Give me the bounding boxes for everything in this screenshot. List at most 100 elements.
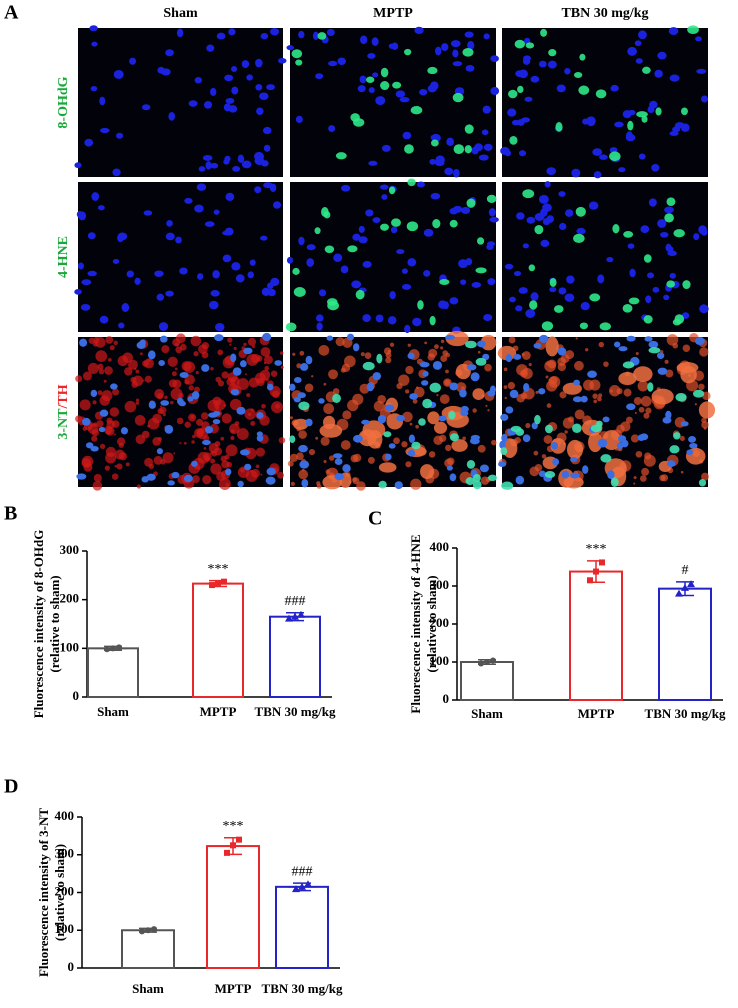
nucleus (121, 303, 130, 312)
micrograph (74, 182, 283, 332)
fiber (171, 371, 177, 377)
nucleus (465, 257, 473, 266)
nucleus (89, 25, 98, 32)
stain (674, 314, 685, 324)
nucleus (366, 382, 374, 392)
nucleus (649, 100, 658, 109)
fiber (143, 358, 154, 369)
fiber (188, 385, 194, 391)
row-label-part: 3-NT (56, 408, 71, 440)
nucleus (524, 96, 533, 102)
nucleus (435, 46, 442, 56)
nucleus (202, 155, 213, 161)
stain (573, 233, 585, 243)
fiber (225, 482, 230, 487)
nucleus (160, 400, 170, 406)
fiber (184, 379, 190, 385)
stain (432, 218, 441, 229)
nucleus (260, 32, 269, 40)
fiber (444, 458, 454, 468)
fiber (289, 453, 298, 462)
nucleus (262, 126, 272, 135)
nucleus (381, 194, 388, 200)
fiber (207, 399, 220, 412)
fiber (247, 337, 257, 346)
fiber (640, 475, 647, 482)
fiber (255, 464, 260, 469)
fiber (583, 379, 595, 391)
nucleus (91, 41, 98, 47)
fiber (442, 350, 448, 356)
nucleus (657, 367, 668, 375)
nucleus (213, 209, 220, 215)
stain (628, 297, 640, 305)
cell-body (698, 401, 716, 419)
nucleus (526, 216, 536, 224)
nucleus (158, 322, 169, 331)
nucleus (184, 197, 193, 204)
nucleus (446, 137, 455, 147)
fiber (367, 456, 375, 464)
nucleus (372, 372, 382, 381)
fiber (263, 355, 273, 365)
nucleus (430, 81, 439, 91)
fiber (117, 355, 129, 367)
stain (406, 221, 419, 232)
column-header: TBN 30 mg/kg (561, 6, 648, 21)
fiber (491, 439, 497, 446)
nucleus (171, 471, 180, 479)
bar (658, 587, 712, 701)
fiber (323, 459, 327, 464)
nucleus (490, 55, 499, 62)
nucleus (525, 309, 536, 318)
cell-body (566, 439, 584, 460)
fiber (153, 455, 163, 465)
nucleus (231, 262, 241, 271)
stain (664, 213, 674, 223)
nucleus (542, 217, 551, 226)
fiber (221, 460, 230, 469)
nucleus (686, 449, 694, 455)
fiber (630, 434, 640, 443)
nucleus (388, 443, 396, 449)
fiber (598, 341, 605, 348)
nucleus (498, 461, 507, 468)
y-tick-label: 200 (55, 883, 75, 898)
y-tick-label: 0 (443, 691, 450, 706)
nucleus (244, 463, 252, 471)
nucleus (419, 88, 428, 96)
nucleus (404, 324, 411, 334)
nucleus (501, 433, 508, 443)
nucleus (239, 360, 247, 368)
nucleus (306, 258, 315, 267)
stain (448, 410, 456, 420)
nucleus (90, 85, 98, 92)
data-point (599, 559, 605, 566)
nucleus (305, 418, 313, 427)
fiber (445, 369, 449, 374)
nucleus (136, 341, 146, 349)
nucleus (394, 481, 403, 490)
nucleus (328, 60, 338, 67)
nucleus (235, 274, 245, 283)
nucleus (593, 171, 602, 179)
nucleus (164, 424, 174, 434)
fiber (529, 466, 540, 477)
fiber (521, 368, 533, 380)
nucleus (414, 26, 424, 35)
y-tick-label: 200 (430, 615, 450, 630)
fiber (217, 349, 224, 356)
fiber (192, 475, 200, 484)
stain (465, 477, 475, 486)
micrograph-bg (78, 28, 283, 177)
stain (453, 144, 465, 155)
nucleus (538, 194, 549, 204)
fiber (703, 427, 707, 430)
fiber (623, 388, 632, 397)
fiber (424, 341, 428, 345)
nucleus (223, 159, 230, 165)
fiber (213, 447, 223, 456)
nucleus (488, 208, 496, 217)
nucleus (546, 167, 557, 176)
fiber (135, 401, 140, 405)
